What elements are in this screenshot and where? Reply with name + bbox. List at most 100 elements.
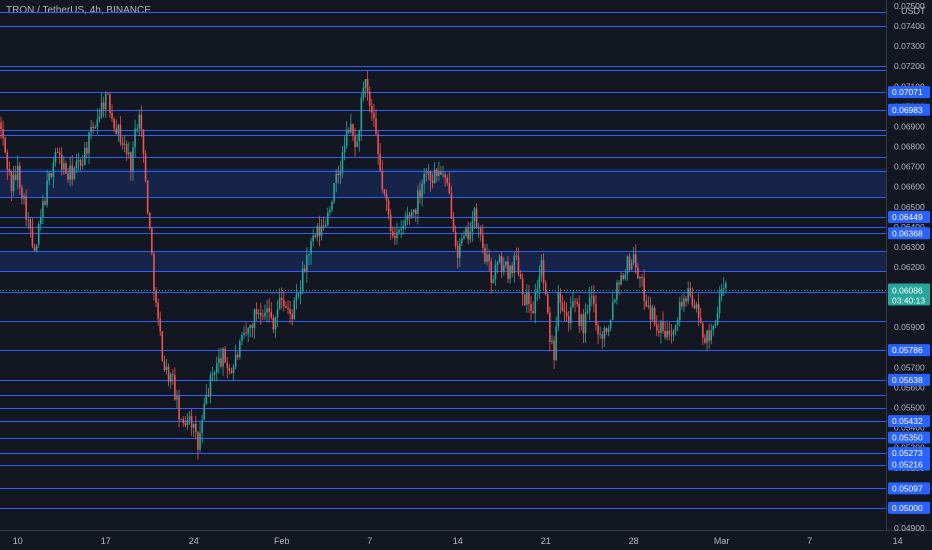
candle-body-312: [653, 307, 656, 325]
candle-body-65: [136, 128, 138, 130]
candle-body-202: [423, 173, 425, 184]
candle-body-244: [511, 265, 513, 273]
candle-body-15: [31, 228, 34, 247]
price-tag-6: [888, 373, 930, 386]
candle-body-82: [171, 373, 174, 376]
candle-body-114: [239, 341, 241, 357]
candle-body-212: [444, 174, 446, 178]
candle-body-328: [687, 288, 689, 302]
candle-body-320: [670, 334, 673, 336]
candle-body-215: [450, 193, 453, 219]
candle-body-186: [389, 214, 392, 232]
candle-body-127: [266, 308, 268, 313]
candle-body-139: [291, 313, 294, 320]
y-tick-label-19: 0.05500: [894, 403, 925, 413]
candle-body-144: [301, 268, 304, 291]
candle-body-76: [159, 318, 162, 332]
candle-body-294: [616, 282, 618, 300]
candle-body-101: [211, 374, 214, 376]
candle-countdown-label: 03:40:13: [892, 296, 925, 306]
candle-body-1: [2, 128, 4, 139]
candle-body-14: [29, 219, 32, 229]
candle-body-271: [567, 316, 570, 324]
candle-body-253: [530, 303, 532, 311]
candle-body-195: [408, 214, 411, 217]
candle-body-240: [503, 265, 505, 273]
candle-body-291: [609, 319, 612, 329]
candle-body-157: [329, 209, 331, 213]
candle-body-246: [515, 255, 518, 257]
candle-body-164: [343, 145, 346, 152]
candle-body-147: [308, 253, 310, 256]
x-tick-label-8: Mar: [714, 536, 730, 546]
candle-body-224: [469, 231, 472, 240]
candle-body-279: [584, 312, 587, 334]
candle-body-154: [322, 225, 325, 227]
candle-body-205: [429, 171, 432, 181]
candle-body-276: [578, 303, 581, 326]
candle-body-24: [50, 172, 53, 178]
candle-body-216: [452, 218, 455, 232]
candle-body-59: [123, 144, 126, 145]
price-tag-5: [888, 344, 930, 357]
candle-body-249: [521, 278, 524, 295]
candle-body-185: [387, 200, 390, 215]
candle-body-138: [289, 309, 291, 314]
candle-body-83: [174, 375, 176, 400]
candle-body-150: [314, 235, 317, 237]
x-tick-label-1: 17: [101, 536, 111, 546]
candle-body-69: [144, 153, 147, 181]
candle-body-282: [590, 296, 593, 298]
candle-body-87: [182, 419, 185, 424]
candle-body-191: [400, 228, 402, 230]
candle-body-50: [104, 93, 107, 110]
candle-body-201: [421, 183, 423, 198]
candle-body-206: [431, 180, 434, 184]
candle-body-310: [649, 305, 652, 320]
candle-body-126: [264, 312, 266, 317]
candle-body-46: [96, 119, 99, 128]
candle-body-38: [79, 159, 82, 166]
price-tag-10: [888, 458, 930, 471]
candle-body-322: [674, 325, 677, 331]
candle-body-64: [134, 128, 136, 148]
candle-body-73: [153, 253, 155, 292]
candle-body-45: [94, 127, 97, 129]
candle-body-43: [90, 126, 92, 133]
candle-body-95: [199, 432, 201, 450]
candle-body-12: [25, 195, 27, 220]
candle-body-325: [681, 301, 683, 307]
candle-body-298: [624, 274, 627, 279]
candle-body-340: [712, 325, 715, 331]
candle-body-10: [21, 187, 23, 199]
candle-body-181: [379, 154, 381, 171]
candle-body-319: [668, 330, 671, 335]
candle-body-296: [620, 275, 622, 285]
candle-body-343: [718, 296, 721, 314]
candlesticks: [0, 70, 886, 460]
candle-body-315: [660, 321, 662, 333]
candle-body-270: [565, 312, 568, 317]
candle-body-148: [310, 241, 312, 254]
candle-body-308: [645, 300, 648, 307]
price-tag-label-9: 0.05273: [892, 448, 923, 458]
candle-body-255: [534, 292, 537, 314]
candle-body-188: [394, 235, 396, 239]
candle-body-217: [454, 231, 457, 246]
y-tick-label-10: 0.06500: [894, 202, 925, 212]
candle-body-263: [551, 340, 553, 342]
candle-body-106: [222, 348, 224, 367]
candle-body-89: [186, 419, 189, 426]
y-tick-label-7: 0.06800: [894, 142, 925, 152]
candle-body-211: [442, 174, 444, 176]
candle-body-109: [228, 367, 231, 372]
candle-body-47: [98, 116, 101, 120]
candle-body-213: [446, 177, 449, 183]
candle-body-120: [251, 324, 254, 329]
candle-body-137: [287, 307, 289, 310]
candle-body-111: [232, 367, 235, 373]
candle-body-197: [412, 209, 415, 213]
candle-body-278: [582, 314, 585, 334]
price-tags: 0.070710.069830.064490.063680.060730.057…: [888, 86, 930, 514]
